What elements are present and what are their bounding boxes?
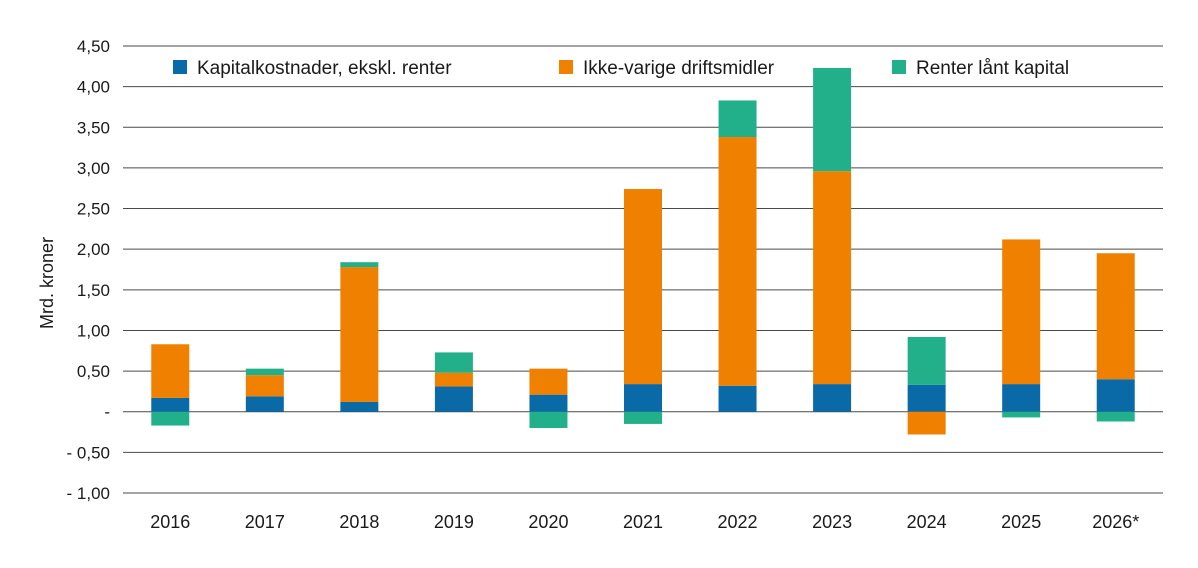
x-tick-label: 2026* xyxy=(1092,512,1139,532)
legend-label: Kapitalkostnader, ekskl. renter xyxy=(197,58,452,79)
y-tick-label: - xyxy=(104,403,110,422)
bar-segment-2024-s2 xyxy=(907,336,946,385)
legend-item: Ikke-varige driftsmidler xyxy=(559,58,775,79)
bar-segment-2025-s1 xyxy=(1002,239,1041,385)
x-tick-label: 2025 xyxy=(1001,512,1041,532)
y-tick-label: 2,50 xyxy=(77,200,110,219)
x-tick-label: 2017 xyxy=(245,512,285,532)
bar-segment-2022-s0 xyxy=(718,385,757,412)
bar-segment-2021-s1 xyxy=(624,189,662,385)
y-tick-label: 1,00 xyxy=(77,321,110,340)
y-tick-label: 3,50 xyxy=(77,118,110,137)
bar-segment-2019-s2 xyxy=(434,352,473,373)
bar-segment-2024-s1 xyxy=(907,411,946,435)
x-tick-label: 2022 xyxy=(718,512,758,532)
bar-segment-2019-s0 xyxy=(434,386,473,412)
legend: Kapitalkostnader, ekskl. renter Ikke-vari… xyxy=(173,58,1069,79)
legend-swatch xyxy=(559,60,573,74)
bar-segment-2020-s1 xyxy=(529,368,568,395)
y-tick-label: 3,00 xyxy=(77,159,110,178)
bar-segment-2016-s1 xyxy=(151,344,190,398)
y-tick-label: 2,00 xyxy=(77,240,110,259)
x-tick-label: 2019 xyxy=(434,512,474,532)
x-tick-label: 2020 xyxy=(528,512,568,532)
bar-segment-2017-s0 xyxy=(245,396,284,412)
x-tick-label: 2018 xyxy=(339,512,379,532)
bar-segment-2021-s0 xyxy=(624,384,662,412)
legend-swatch xyxy=(173,60,187,74)
y-tick-label: 4,50 xyxy=(77,37,110,56)
y-axis-title: Mrd. kroner xyxy=(37,237,57,329)
legend-label: Ikke-varige driftsmidler xyxy=(583,58,775,79)
bar-segment-2018-s2 xyxy=(340,262,379,268)
bar-segment-2023-s0 xyxy=(813,384,852,412)
bar-segment-2022-s2 xyxy=(718,100,757,138)
bar-segment-2018-s1 xyxy=(340,267,379,402)
legend-item: Renter lånt kapital xyxy=(892,58,1069,79)
bars xyxy=(151,67,1135,435)
bar-segment-2025-s2 xyxy=(1002,411,1041,418)
x-tick-label: 2024 xyxy=(907,512,947,532)
bar-segment-2023-s1 xyxy=(813,171,852,385)
bar-segment-2016-s2 xyxy=(151,411,190,426)
bar-segment-2026-s0 xyxy=(1096,379,1135,412)
legend-label: Renter lånt kapital xyxy=(916,58,1069,79)
bar-segment-2023-s2 xyxy=(813,67,852,172)
x-axis-ticks: 2016 2017 2018 2019 2020 2021 2022 2023 2024 2025… xyxy=(150,512,1139,532)
bar-segment-2017-s1 xyxy=(245,375,284,397)
bar-segment-2019-s1 xyxy=(434,372,473,387)
bar-segment-2020-s2 xyxy=(529,411,568,428)
y-tick-label: 0,50 xyxy=(77,362,110,381)
bar-segment-2024-s0 xyxy=(907,384,946,412)
y-axis-ticks: 4,50 4,00 3,50 3,00 2,50 2,00 1,50 1,00 0,50 - - 0… xyxy=(67,37,110,503)
x-tick-label: 2021 xyxy=(623,512,663,532)
y-tick-label: 4,00 xyxy=(77,78,110,97)
bar-segment-2018-s0 xyxy=(340,401,379,412)
bar-segment-2017-s2 xyxy=(245,368,284,376)
bar-segment-2021-s2 xyxy=(624,411,662,424)
bar-segment-2022-s1 xyxy=(718,137,757,386)
bar-segment-2026-s2 xyxy=(1096,411,1135,422)
x-tick-label: 2023 xyxy=(812,512,852,532)
y-tick-label: - 0,50 xyxy=(67,443,110,462)
x-tick-label: 2016 xyxy=(150,512,190,532)
bar-segment-2020-s0 xyxy=(529,394,568,412)
legend-item: Kapitalkostnader, ekskl. renter xyxy=(173,58,452,79)
y-tick-label: 1,50 xyxy=(77,281,110,300)
legend-swatch xyxy=(892,60,906,74)
bar-segment-2016-s0 xyxy=(151,397,190,412)
bar-segment-2026-s1 xyxy=(1096,253,1135,380)
y-tick-label: - 1,00 xyxy=(67,484,110,503)
bar-segment-2025-s0 xyxy=(1002,384,1041,412)
